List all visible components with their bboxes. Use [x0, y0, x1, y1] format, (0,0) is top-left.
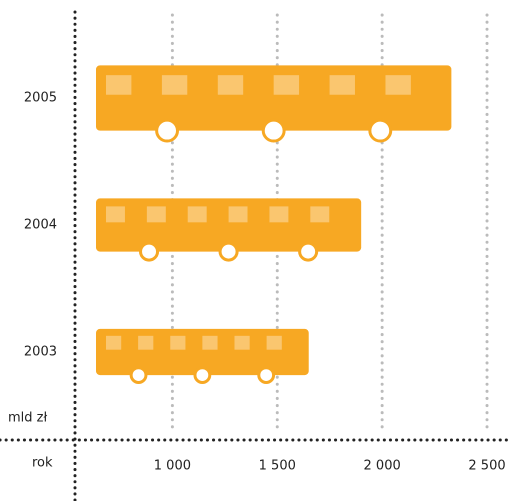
bus-window [385, 75, 411, 95]
bus-window [170, 335, 186, 350]
bus-window [106, 206, 125, 223]
bus-window [310, 206, 330, 223]
bus-window [234, 335, 250, 350]
bus-window [269, 206, 289, 223]
bar [96, 328, 309, 376]
x-tick-label: 1 500 [259, 459, 296, 474]
bus-wheel [218, 241, 239, 262]
bus-window [187, 206, 207, 223]
bar [96, 198, 362, 252]
y-tick-label: 2004 [24, 218, 57, 233]
bus-wheel [368, 118, 393, 143]
bus-window [273, 75, 300, 95]
bus-window [266, 335, 282, 350]
value-axis-label: mld zł [8, 411, 47, 426]
bus-window [202, 335, 218, 350]
y-tick-label: 2003 [24, 345, 57, 360]
bus-window [146, 206, 166, 223]
bus-wheel [139, 241, 160, 262]
x-tick-label: 1 000 [154, 459, 191, 474]
category-axis-label: rok [32, 456, 53, 471]
bus-wheel [155, 118, 180, 143]
bus-window [138, 335, 154, 350]
bus-window [329, 75, 355, 95]
bus-window [161, 75, 188, 95]
bus-wheel [257, 366, 276, 384]
bus-window [106, 75, 132, 95]
bus-wheel [298, 241, 319, 262]
bus-wheel [129, 366, 148, 384]
y-tick-label: 2005 [24, 91, 57, 106]
bar [96, 65, 452, 131]
x-tick-label: 2 000 [364, 459, 401, 474]
bus-wheel [261, 118, 286, 143]
bus-window [217, 75, 244, 95]
x-tick-label: 2 500 [468, 459, 505, 474]
bus-wheel [193, 366, 212, 384]
bus-window [106, 335, 122, 350]
bus-window [228, 206, 248, 223]
